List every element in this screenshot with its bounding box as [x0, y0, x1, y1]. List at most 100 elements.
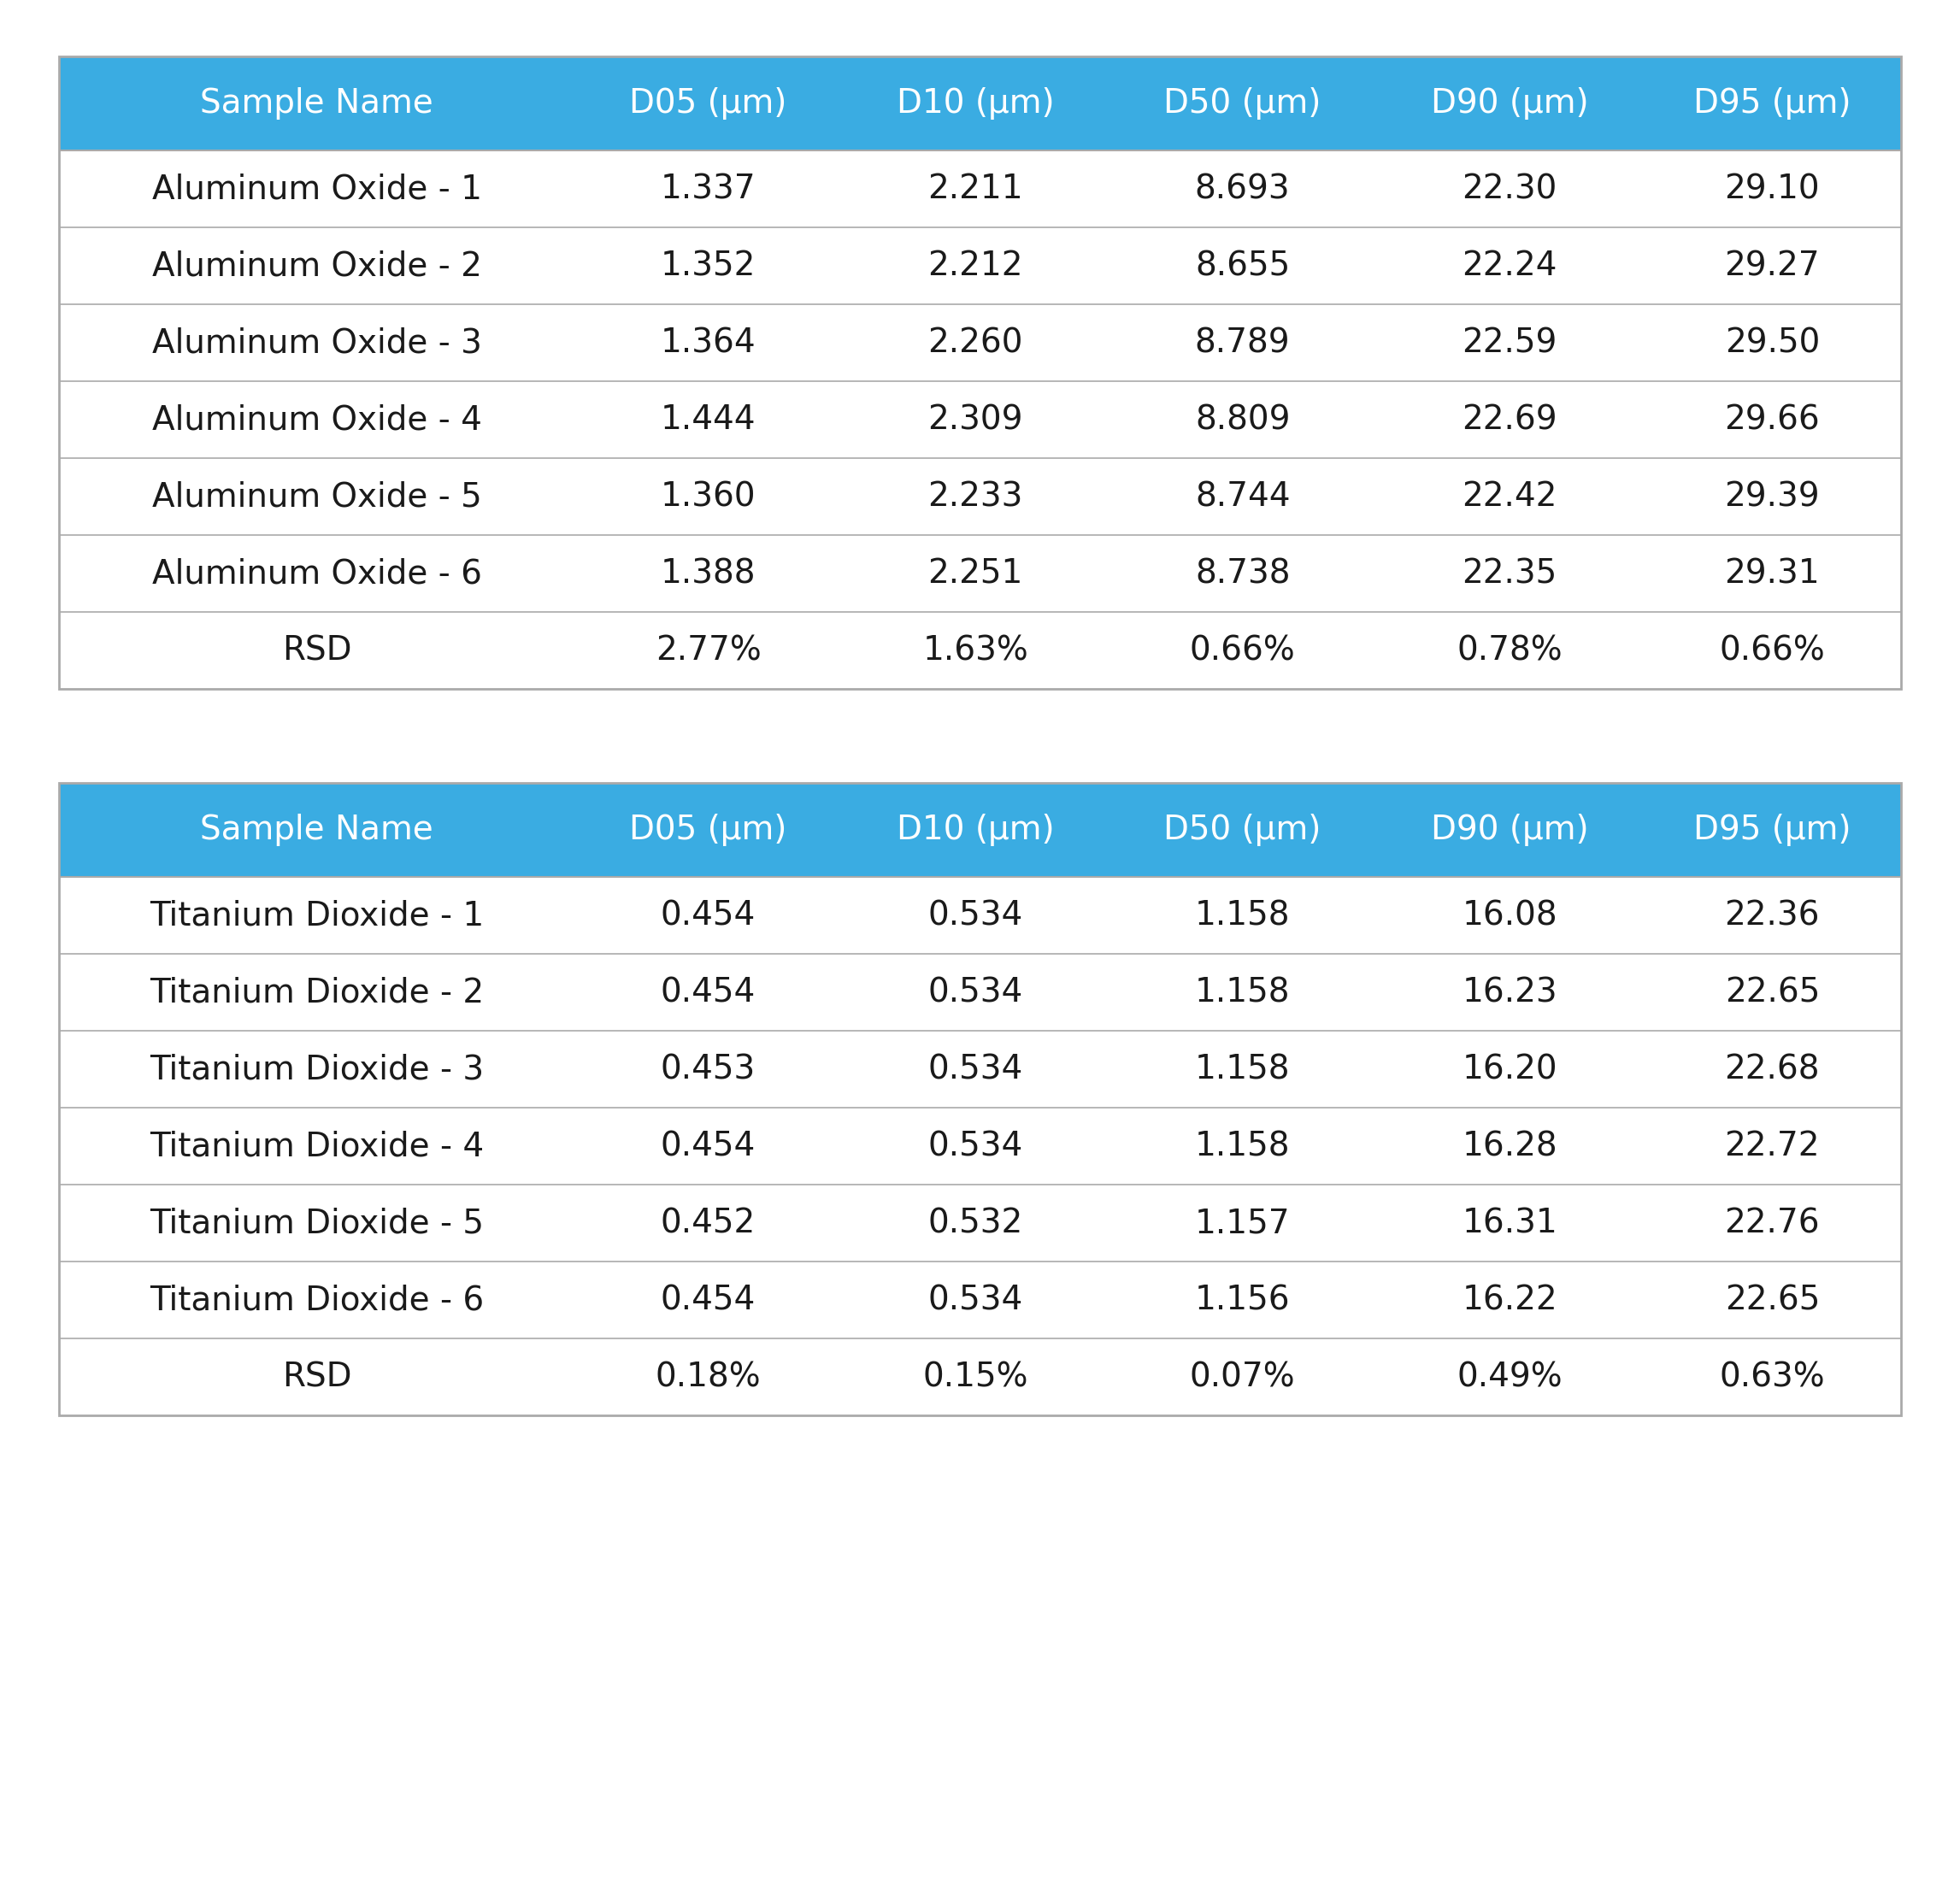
Text: 0.07%: 0.07%: [1190, 1361, 1296, 1393]
Bar: [59, 1186, 1901, 1261]
Text: 16.28: 16.28: [1462, 1129, 1558, 1163]
Text: 8.809: 8.809: [1196, 403, 1290, 437]
Text: 0.532: 0.532: [927, 1206, 1023, 1240]
Text: 0.454: 0.454: [661, 977, 757, 1009]
Text: 0.534: 0.534: [927, 977, 1023, 1009]
Text: Aluminum Oxide - 4: Aluminum Oxide - 4: [151, 403, 482, 437]
Bar: [59, 612, 1901, 689]
Text: 22.72: 22.72: [1725, 1129, 1821, 1163]
Text: 22.30: 22.30: [1462, 173, 1558, 205]
Text: 2.212: 2.212: [927, 250, 1023, 282]
Text: 1.364: 1.364: [661, 327, 757, 359]
Text: Titanium Dioxide - 3: Titanium Dioxide - 3: [149, 1054, 484, 1086]
Text: Sample Name: Sample Name: [200, 87, 433, 120]
Text: 29.66: 29.66: [1725, 403, 1821, 437]
Text: 1.158: 1.158: [1196, 900, 1290, 932]
Bar: [59, 534, 1901, 612]
Text: 0.454: 0.454: [661, 1284, 757, 1316]
Text: 0.534: 0.534: [927, 1129, 1023, 1163]
Text: 0.78%: 0.78%: [1456, 634, 1562, 666]
Text: 16.08: 16.08: [1462, 900, 1558, 932]
Text: 1.360: 1.360: [661, 480, 757, 514]
Text: D10 (μm): D10 (μm): [896, 813, 1054, 847]
Bar: [59, 228, 1901, 305]
Text: Aluminum Oxide - 6: Aluminum Oxide - 6: [151, 557, 482, 589]
Text: 8.738: 8.738: [1196, 557, 1290, 589]
Bar: [59, 1338, 1901, 1415]
Text: Aluminum Oxide - 1: Aluminum Oxide - 1: [151, 173, 482, 205]
Text: 0.49%: 0.49%: [1456, 1361, 1562, 1393]
Bar: [59, 56, 1901, 689]
Text: 22.65: 22.65: [1725, 977, 1819, 1009]
Text: 0.454: 0.454: [661, 1129, 757, 1163]
Text: Sample Name: Sample Name: [200, 813, 433, 847]
Bar: [59, 382, 1901, 457]
Text: Titanium Dioxide - 4: Titanium Dioxide - 4: [149, 1129, 484, 1163]
Text: 0.15%: 0.15%: [923, 1361, 1029, 1393]
Text: Titanium Dioxide - 1: Titanium Dioxide - 1: [149, 900, 484, 932]
Text: 29.27: 29.27: [1725, 250, 1821, 282]
Text: 1.158: 1.158: [1196, 977, 1290, 1009]
Text: D10 (μm): D10 (μm): [896, 87, 1054, 120]
Text: 1.157: 1.157: [1196, 1206, 1290, 1240]
Text: D95 (μm): D95 (μm): [1693, 813, 1850, 847]
Text: 8.789: 8.789: [1196, 327, 1290, 359]
Text: Aluminum Oxide - 3: Aluminum Oxide - 3: [151, 327, 482, 359]
Text: 1.388: 1.388: [661, 557, 757, 589]
Text: 1.352: 1.352: [661, 250, 757, 282]
Text: 22.36: 22.36: [1725, 900, 1821, 932]
Text: 22.35: 22.35: [1462, 557, 1558, 589]
Text: 16.31: 16.31: [1462, 1206, 1558, 1240]
Text: 22.24: 22.24: [1462, 250, 1558, 282]
Text: D05 (μm): D05 (μm): [629, 87, 788, 120]
Text: 16.23: 16.23: [1462, 977, 1558, 1009]
Text: 0.452: 0.452: [661, 1206, 757, 1240]
Text: 29.39: 29.39: [1725, 480, 1821, 514]
Text: 0.453: 0.453: [661, 1054, 757, 1086]
Text: Titanium Dioxide - 5: Titanium Dioxide - 5: [149, 1206, 484, 1240]
Text: 1.63%: 1.63%: [923, 634, 1029, 666]
Text: 0.18%: 0.18%: [655, 1361, 760, 1393]
Text: 22.68: 22.68: [1725, 1054, 1821, 1086]
Text: Titanium Dioxide - 2: Titanium Dioxide - 2: [149, 977, 484, 1009]
Text: 0.454: 0.454: [661, 900, 757, 932]
Text: 22.69: 22.69: [1462, 403, 1558, 437]
Text: 2.251: 2.251: [927, 557, 1023, 589]
Text: 8.655: 8.655: [1196, 250, 1290, 282]
Text: 22.65: 22.65: [1725, 1284, 1819, 1316]
Bar: [59, 783, 1901, 877]
Text: 2.77%: 2.77%: [655, 634, 760, 666]
Text: 8.744: 8.744: [1196, 480, 1290, 514]
Text: 0.66%: 0.66%: [1190, 634, 1296, 666]
Bar: [59, 877, 1901, 954]
Text: 29.50: 29.50: [1725, 327, 1819, 359]
Bar: [59, 56, 1901, 151]
Text: 0.534: 0.534: [927, 900, 1023, 932]
Text: D90 (μm): D90 (μm): [1431, 87, 1590, 120]
Text: 16.22: 16.22: [1462, 1284, 1558, 1316]
Text: 2.309: 2.309: [927, 403, 1023, 437]
Text: RSD: RSD: [282, 634, 351, 666]
Text: D50 (μm): D50 (μm): [1164, 813, 1321, 847]
Text: 1.444: 1.444: [661, 403, 757, 437]
Text: 22.59: 22.59: [1462, 327, 1558, 359]
Bar: [59, 1108, 1901, 1186]
Text: D95 (μm): D95 (μm): [1693, 87, 1850, 120]
Text: Titanium Dioxide - 6: Titanium Dioxide - 6: [149, 1284, 484, 1316]
Bar: [59, 457, 1901, 534]
Text: Aluminum Oxide - 5: Aluminum Oxide - 5: [151, 480, 482, 514]
Text: 29.10: 29.10: [1725, 173, 1821, 205]
Text: 22.76: 22.76: [1725, 1206, 1821, 1240]
Text: 2.211: 2.211: [927, 173, 1023, 205]
Text: 22.42: 22.42: [1462, 480, 1558, 514]
Text: D50 (μm): D50 (μm): [1164, 87, 1321, 120]
Text: 1.156: 1.156: [1196, 1284, 1290, 1316]
Text: 2.260: 2.260: [927, 327, 1023, 359]
Bar: [59, 305, 1901, 382]
Text: 0.534: 0.534: [927, 1284, 1023, 1316]
Text: 0.66%: 0.66%: [1719, 634, 1825, 666]
Text: Aluminum Oxide - 2: Aluminum Oxide - 2: [151, 250, 482, 282]
Bar: [59, 783, 1901, 1415]
Text: 1.158: 1.158: [1196, 1054, 1290, 1086]
Bar: [59, 1031, 1901, 1108]
